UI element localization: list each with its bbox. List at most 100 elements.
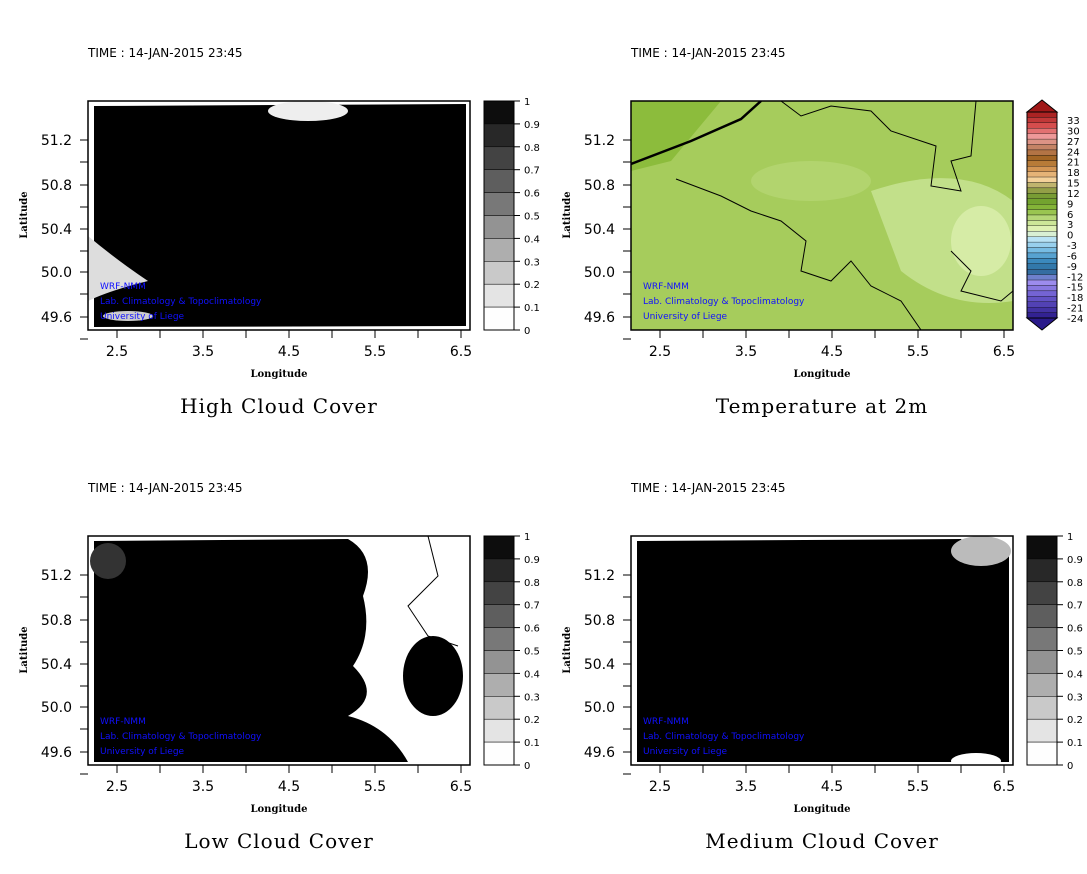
x-axis-label: Longitude	[250, 804, 307, 815]
y-tick-label: 49.6	[41, 310, 72, 326]
colorbar-tick-label: 0.9	[524, 555, 540, 566]
colorbar-tick-label: -12	[1067, 272, 1083, 283]
colorbar-band	[483, 283, 515, 308]
cool-region	[951, 206, 1011, 276]
colorbar-tick-label: 0.3	[1067, 692, 1083, 703]
y-tick-label: 51.2	[584, 133, 615, 149]
colorbar-band	[483, 306, 515, 331]
colorbar-band	[1026, 128, 1058, 134]
colorbar-band	[1026, 204, 1058, 210]
y-tick-label: 50.4	[41, 222, 72, 238]
y-tick-label: 50.0	[41, 265, 72, 281]
colorbar-band	[1026, 193, 1058, 199]
colorbar-band	[1026, 209, 1058, 216]
time-label: TIME : 14-JAN-2015 23:45	[630, 46, 786, 60]
time-label: TIME : 14-JAN-2015 23:45	[630, 481, 786, 495]
y-tick-label: 51.2	[41, 133, 72, 149]
colorbar-tick-label: 15	[1067, 179, 1080, 190]
plot-frame	[630, 535, 1014, 766]
x-tick-label: 6.5	[450, 779, 472, 795]
chart-title: High Cloud Cover	[180, 394, 378, 418]
colorbar-tick-label: 0.4	[524, 234, 540, 245]
colorbar-band	[483, 558, 515, 583]
chart-title: Low Cloud Cover	[184, 829, 374, 853]
colorbar-band	[1026, 160, 1058, 167]
y-axis-label: Latitude	[562, 191, 573, 238]
y-tick-label: 50.0	[584, 700, 615, 716]
colorbar-tick-label: 0.8	[524, 578, 540, 589]
y-axis-label: Latitude	[19, 626, 30, 673]
colorbar-band	[1026, 176, 1058, 183]
colorbar-band	[483, 100, 515, 125]
x-tick-label: 2.5	[649, 344, 671, 360]
panel-high-cloud-cover: TIME : 14-JAN-2015 23:45 2.5 3.5 4.5 5.5 6.5 5…	[19, 46, 540, 418]
colorbar-tick-label: 0.4	[1067, 669, 1083, 680]
colorbar: 33302724211815129630-3-6-9-12-15-18-21-2…	[1025, 99, 1083, 331]
colorbar-tick-label: 1	[524, 532, 530, 543]
clear-patch	[268, 101, 348, 121]
colorbar-band	[1026, 269, 1058, 275]
colorbar-tick-label: 0.3	[524, 692, 540, 703]
colorbar-band	[1026, 247, 1058, 254]
plot-frame	[87, 535, 471, 766]
x-tick-label: 3.5	[192, 779, 214, 795]
colorbar-tick-label: 33	[1067, 116, 1080, 127]
x-tick-label: 5.5	[364, 344, 386, 360]
colorbar-band	[483, 673, 515, 697]
colorbar-band	[1026, 650, 1058, 674]
y-axis-label: Latitude	[19, 191, 30, 238]
colorbar-band	[1026, 138, 1058, 145]
colorbar-tick-label: 30	[1067, 126, 1080, 137]
x-tick-label: 3.5	[192, 344, 214, 360]
colorbar-band	[1026, 182, 1058, 189]
y-tick-label: 50.4	[584, 222, 615, 238]
colorbar-tick-label: 0.6	[1067, 624, 1083, 635]
colorbar-tick-label: -18	[1067, 293, 1083, 304]
border-netherlands	[780, 101, 977, 192]
y-tick-label: 49.6	[584, 310, 615, 326]
colorbar-band	[483, 261, 515, 285]
border	[407, 536, 459, 647]
time-label: TIME : 14-JAN-2015 23:45	[87, 481, 243, 495]
colorbar-tick-label: 0.3	[524, 257, 540, 268]
colorbar-band	[1026, 673, 1058, 697]
x-tick-label: 6.5	[450, 344, 472, 360]
x-tick-label: 4.5	[821, 779, 843, 795]
y-tick-label: 50.8	[41, 178, 72, 194]
credit-text: University of Liege	[643, 312, 728, 322]
panel-low-cloud-cover: TIME : 14-JAN-2015 23:45 2.5 3.5 4.5 5.5 6.5 5…	[19, 481, 540, 853]
colorbar-tick-label: -21	[1067, 304, 1083, 315]
colorbar-band	[483, 169, 515, 193]
time-label: TIME : 14-JAN-2015 23:45	[87, 46, 243, 60]
colorbar-band	[1026, 312, 1058, 319]
colorbar-band	[1026, 279, 1058, 286]
colorbar-tick-label: -3	[1067, 241, 1077, 252]
x-tick-label: 3.5	[735, 344, 757, 360]
colorbar-tick-label: 0.5	[1067, 647, 1083, 658]
colorbar-band	[483, 535, 515, 560]
colorbar-band	[1026, 535, 1058, 560]
y-tick-label: 50.8	[584, 178, 615, 194]
colorbar-tick-label: 1	[1067, 532, 1073, 543]
cloud-field	[94, 539, 408, 762]
y-tick-label: 50.4	[584, 657, 615, 673]
colorbar-tick-label: 0	[1067, 231, 1073, 242]
colorbar-tick-label: 0.9	[524, 120, 540, 131]
x-tick-label: 5.5	[364, 779, 386, 795]
colorbar-band	[1026, 155, 1058, 161]
colorbar-tick-label: -24	[1067, 314, 1083, 325]
colorbar: 1 0.9 0.8 0.7 0.6 0.5 0.4 0.3 0.2 0.1 0	[483, 532, 540, 772]
colorbar-band	[1026, 741, 1058, 766]
plot-field	[88, 536, 470, 765]
thin-cloud	[90, 543, 126, 579]
colorbar-band	[483, 718, 515, 743]
plot-field	[631, 101, 1013, 330]
colorbar-tick-label: 0.8	[1067, 578, 1083, 589]
colorbar-tick-label: 0.1	[1067, 738, 1083, 749]
colorbar-band	[483, 192, 515, 216]
colorbar-band	[1026, 285, 1058, 292]
x-tick-label: 4.5	[278, 344, 300, 360]
colorbar-band	[483, 696, 515, 720]
colorbar-band	[1026, 581, 1058, 605]
